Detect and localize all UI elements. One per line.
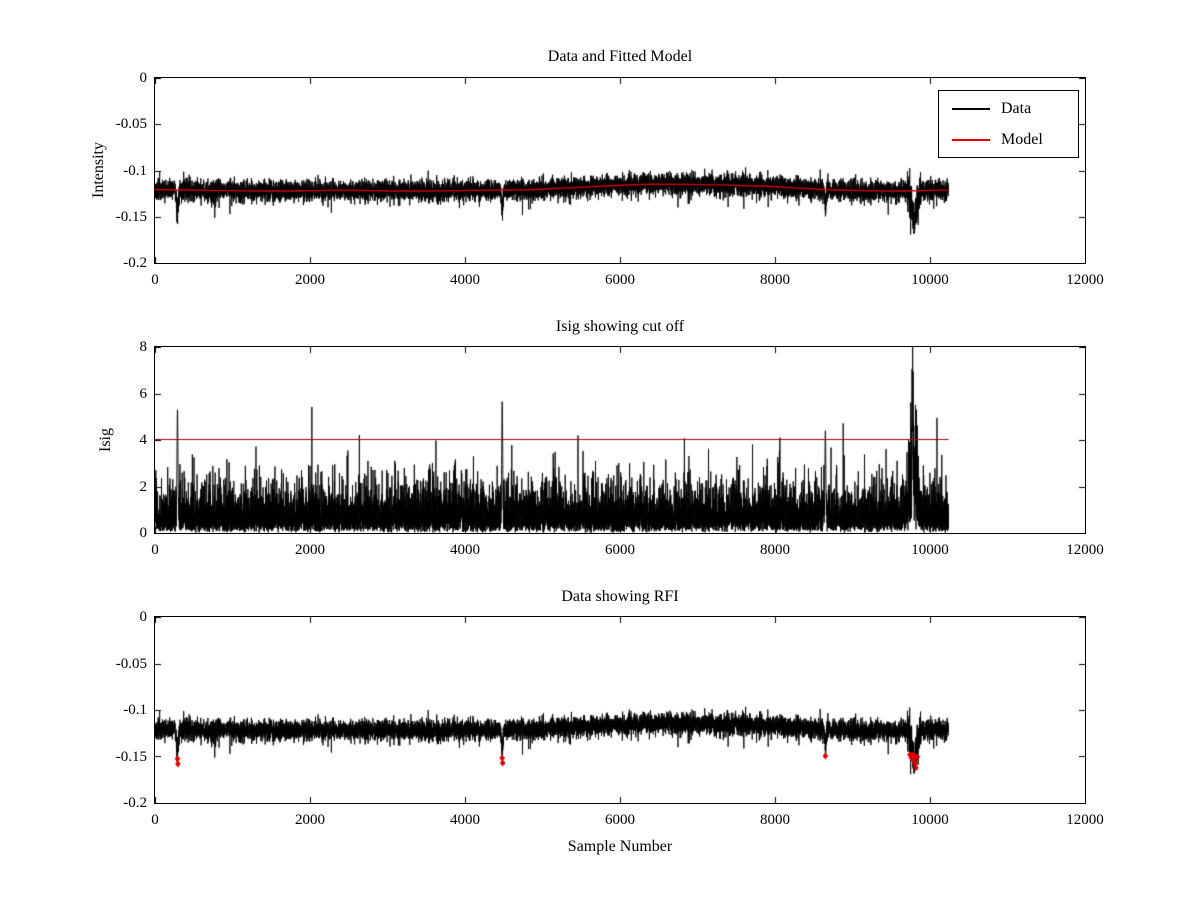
y-tick-label: -0.2	[123, 795, 147, 811]
x-tick-label: 6000	[605, 812, 635, 828]
x-tick-label: 8000	[760, 272, 790, 288]
x-tick-label: 0	[151, 272, 159, 288]
y-tick-label: 0	[139, 525, 148, 541]
subplot-data-rfi	[154, 616, 1086, 804]
y-tick-label: 8	[139, 339, 148, 355]
y-tick-label: -0.15	[115, 748, 147, 765]
plot1-title: Data and Fitted Model	[547, 48, 693, 65]
y-tick-label: 2	[139, 478, 148, 495]
x-tick-label: 2000	[295, 542, 325, 558]
x-tick-label: 6000	[605, 542, 635, 558]
plot3-title: Data showing RFI	[561, 588, 679, 605]
y-tick-label: 0	[139, 609, 148, 625]
x-tick-label: 10000	[911, 542, 949, 558]
y-tick-label: -0.05	[115, 116, 147, 133]
legend-label-data: Data	[1001, 99, 1032, 117]
y-tick-label: -0.1	[123, 702, 147, 718]
y-tick-label: -0.05	[115, 655, 147, 672]
x-tick-label: 10000	[911, 272, 949, 288]
x-tick-label: 12000	[1066, 272, 1104, 288]
x-tick-label: 2000	[295, 812, 325, 828]
y-tick-label: 6	[139, 385, 148, 402]
x-tick-label: 0	[151, 812, 159, 828]
legend-row-model: Model	[939, 131, 1078, 149]
legend-line-data-icon	[952, 107, 990, 110]
subplot-data-and-fitted-model	[154, 77, 1086, 264]
x-tick-label: 0	[151, 542, 159, 558]
x-tick-label: 4000	[450, 812, 480, 828]
legend: Data Model	[938, 90, 1079, 158]
legend-label-model: Model	[1001, 130, 1043, 148]
y-tick-label: 4	[139, 432, 148, 448]
y-tick-label: -0.2	[123, 255, 147, 271]
subplot-isig-cutoff	[154, 346, 1086, 534]
legend-line-model-icon	[952, 138, 990, 141]
plot2-canvas	[155, 347, 1085, 533]
legend-row-data: Data	[939, 100, 1078, 118]
y-tick-label: 0	[139, 70, 148, 86]
x-tick-label: 4000	[450, 272, 480, 288]
x-tick-label: 6000	[605, 272, 635, 288]
y-tick-label: -0.15	[115, 208, 147, 225]
plot2-title: Isig showing cut off	[555, 318, 685, 335]
x-tick-label: 8000	[760, 812, 790, 828]
x-tick-label: 4000	[450, 542, 480, 558]
x-tick-label: 12000	[1066, 542, 1104, 558]
x-tick-label: 8000	[760, 542, 790, 558]
plot3-canvas	[155, 617, 1085, 803]
x-tick-label: 2000	[295, 272, 325, 288]
plot1-canvas	[155, 78, 1085, 263]
y-tick-label: -0.1	[123, 162, 147, 179]
x-tick-label: 12000	[1066, 812, 1104, 828]
plot3-xlabel: Sample Number	[567, 838, 673, 855]
x-tick-label: 10000	[911, 812, 949, 828]
